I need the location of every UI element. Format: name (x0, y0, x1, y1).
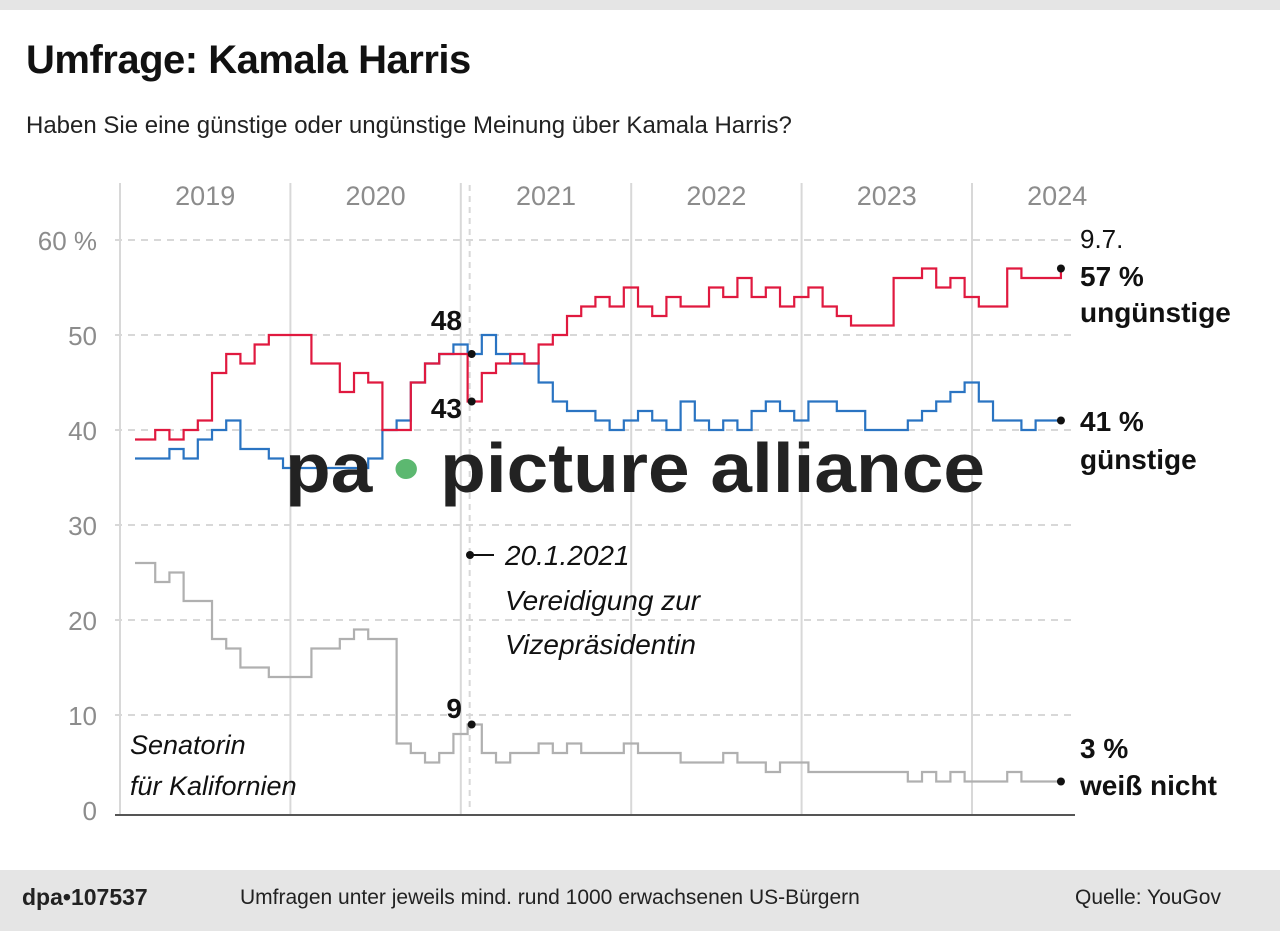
y-tick-label: 40 (68, 416, 97, 446)
label-guenstige-value: 41 % (1080, 406, 1144, 437)
event-text-line1: Vereidigung zur (505, 585, 702, 616)
period-label-line1: Senatorin (130, 730, 246, 760)
label-unguenstige-value: 57 % (1080, 261, 1144, 292)
series-unguenstige (135, 267, 1063, 441)
footer-note: Umfragen unter jeweils mind. rund 1000 e… (240, 886, 860, 909)
series-weiss-nicht (135, 561, 1061, 783)
end-point-dot (1056, 416, 1065, 425)
chart-title: Umfrage: Kamala Harris (26, 38, 471, 82)
y-tick-label: 10 (68, 701, 97, 731)
y-tick-label: 30 (68, 511, 97, 541)
event-value-label: 43 (431, 393, 462, 424)
x-tick-label: 2020 (346, 181, 406, 211)
y-tick-label: 0 (83, 796, 97, 826)
y-tick-label: 60 % (38, 226, 97, 256)
y-tick-label: 20 (68, 606, 97, 636)
period-label-line2: für Kalifornien (130, 771, 297, 801)
x-tick-label: 2022 (686, 181, 746, 211)
footer (0, 870, 1280, 931)
event-value-label: 9 (446, 693, 462, 724)
label-unguenstige-name: ungünstige (1080, 297, 1231, 328)
y-tick-label: 50 (68, 321, 97, 351)
event-text-line2: Vizepräsidentin (505, 629, 696, 660)
label-weiss-nicht-value: 3 % (1080, 733, 1128, 764)
x-tick-label: 2021 (516, 181, 576, 211)
footer-id: dpa•107537 (22, 884, 148, 910)
end-date-label: 9.7. (1080, 224, 1123, 254)
event-dot-48 (467, 350, 476, 358)
event-dot-43 (467, 397, 476, 406)
x-tick-label: 2023 (857, 181, 917, 211)
label-weiss-nicht-name: weiß nicht (1079, 770, 1217, 801)
top-bar (0, 0, 1280, 10)
chart-subtitle: Haben Sie eine günstige oder ungünstige … (26, 112, 792, 139)
footer-source: Quelle: YouGov (1075, 886, 1221, 909)
label-guenstige-name: günstige (1080, 444, 1197, 475)
event-date-label: 20.1.2021 (504, 540, 630, 571)
event-dot-9 (467, 720, 476, 729)
x-tick-label: 2019 (175, 181, 235, 211)
event-value-label: 48 (431, 305, 462, 336)
series-guenstige (135, 333, 1061, 470)
x-tick-label: 2024 (1027, 181, 1087, 211)
end-point-dot (1056, 264, 1065, 273)
end-point-dot (1056, 777, 1065, 786)
watermark-logo: pa • picture alliance (285, 429, 985, 507)
